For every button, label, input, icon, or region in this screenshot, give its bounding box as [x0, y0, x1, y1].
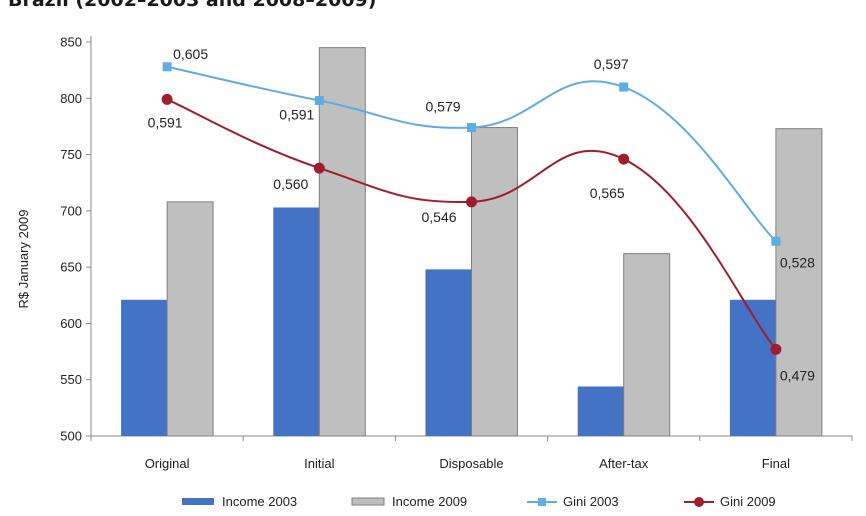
data-label-gini-2003: 0,597	[594, 56, 629, 72]
y-tick-label: 750	[60, 147, 82, 162]
bar-income-2009	[166, 201, 214, 437]
y-tick-label: 600	[60, 316, 82, 331]
data-label-gini-2009: 0,560	[273, 176, 308, 192]
y-tick-label: 850	[60, 35, 82, 50]
legend-swatch-income-2009	[351, 497, 385, 506]
data-label-gini-2003: 0,528	[780, 254, 815, 270]
bar-income-2003	[729, 299, 776, 436]
x-category-label: Original	[145, 456, 190, 471]
legend-label-income-2009: Income 2009	[392, 494, 467, 509]
point-gini-2009	[618, 153, 630, 165]
bar-income-2003	[121, 299, 168, 436]
data-label-gini-2009: 0,479	[780, 367, 815, 383]
bar-income-2003	[425, 269, 472, 436]
bar-income-2003	[273, 207, 320, 436]
y-tick-label: 800	[60, 91, 82, 106]
point-gini-2009	[313, 162, 325, 174]
legend-marker-gini-2003	[538, 498, 546, 506]
x-category-label: After-tax	[599, 456, 649, 471]
point-gini-2003	[314, 96, 324, 106]
legend-label-gini-2003: Gini 2003	[563, 494, 619, 509]
data-label-gini-2003: 0,579	[426, 99, 461, 115]
y-axis-label: R$ January 2009	[16, 209, 31, 308]
line-gini-2009	[166, 98, 777, 350]
line-gini-2003	[166, 65, 777, 242]
legend-marker-gini-2009	[694, 497, 704, 507]
y-tick-label: 550	[60, 372, 82, 387]
legend-label-gini-2009: Gini 2009	[720, 494, 776, 509]
data-label-gini-2009: 0,565	[590, 185, 625, 201]
point-gini-2003	[619, 82, 629, 92]
x-category-label: Disposable	[439, 456, 503, 471]
bar-income-2009	[775, 128, 823, 437]
legend-label-income-2003: Income 2003	[222, 494, 297, 509]
point-gini-2009	[466, 196, 477, 208]
y-tick-label: 500	[60, 429, 82, 444]
point-gini-2003	[467, 123, 476, 133]
page-title: Brazil (2002–2003 and 2008–2009)	[8, 0, 377, 11]
y-tick-label: 700	[60, 203, 82, 218]
y-tick-label: 650	[60, 260, 82, 275]
data-label-gini-2009: 0,591	[148, 114, 183, 130]
data-label-gini-2009: 0,546	[422, 209, 457, 225]
data-label-gini-2003: 0,591	[279, 107, 314, 123]
bar-income-2009	[623, 253, 671, 437]
bar-income-2003	[577, 386, 624, 436]
x-category-label: Initial	[304, 456, 334, 471]
point-gini-2009	[770, 343, 782, 355]
bar-income-2009	[318, 47, 366, 437]
x-category-label: Final	[762, 456, 790, 471]
point-gini-2009	[161, 93, 173, 105]
point-gini-2003	[771, 236, 781, 246]
bar-income-2009	[471, 127, 518, 437]
data-label-gini-2003: 0,605	[173, 46, 208, 62]
point-gini-2003	[162, 62, 172, 72]
legend-swatch-income-2003	[182, 498, 214, 505]
